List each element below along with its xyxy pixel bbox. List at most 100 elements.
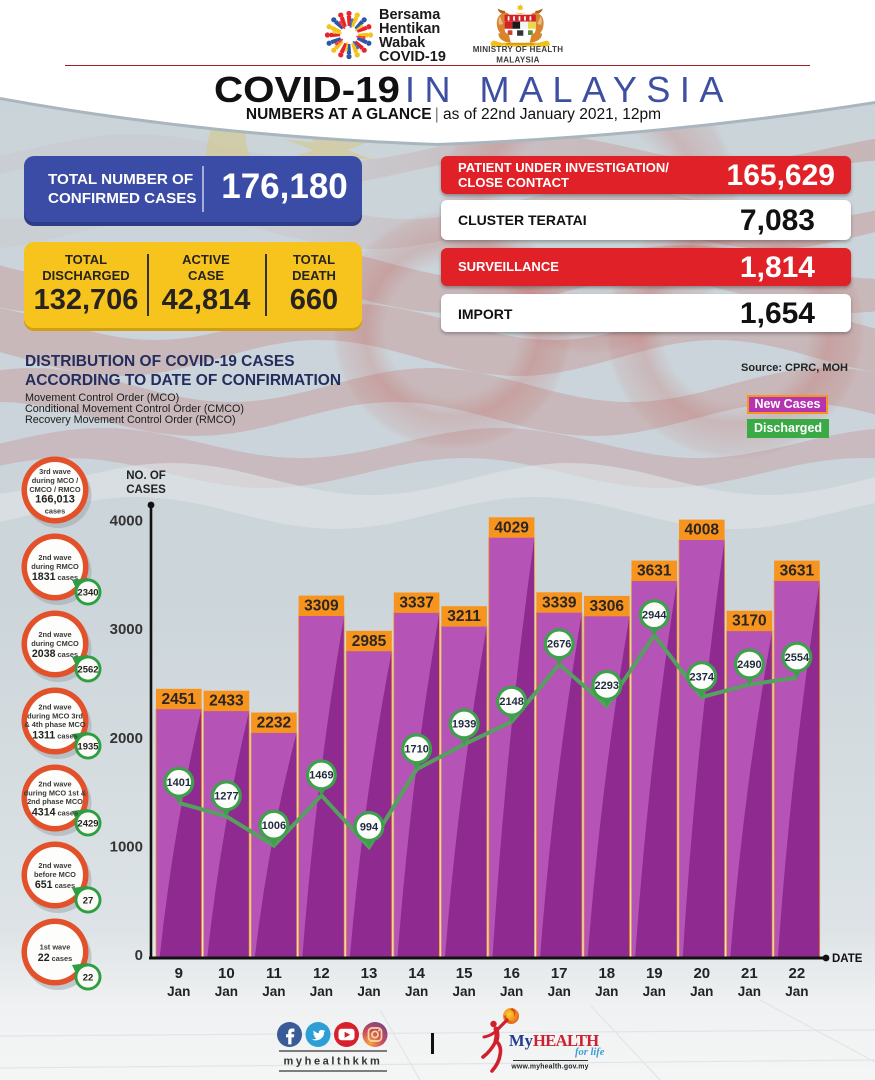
svg-text:2490: 2490	[737, 659, 761, 671]
svg-text:1006: 1006	[262, 820, 286, 832]
svg-text:for life: for life	[575, 1047, 605, 1058]
svg-text:MALAYSIA: MALAYSIA	[496, 56, 539, 65]
svg-text:Jan: Jan	[690, 984, 713, 999]
svg-text:Jan: Jan	[310, 984, 333, 999]
svg-text:2554: 2554	[785, 652, 810, 664]
svg-text:MINISTRY OF HEALTH: MINISTRY OF HEALTH	[473, 45, 564, 54]
svg-text:2nd wave: 2nd wave	[38, 861, 71, 870]
svg-text:HEALTH: HEALTH	[533, 1031, 599, 1050]
svg-text:Jan: Jan	[548, 984, 571, 999]
svg-text:2433: 2433	[209, 693, 244, 710]
svg-text:3306: 3306	[590, 598, 625, 615]
svg-text:during RMCO: during RMCO	[31, 562, 79, 571]
svg-text:1831 cases: 1831 cases	[32, 571, 78, 583]
svg-text:1277: 1277	[214, 791, 238, 803]
svg-text:22: 22	[83, 972, 94, 983]
svg-text:11: 11	[266, 965, 282, 982]
svg-text:My: My	[509, 1031, 534, 1050]
svg-text:166,013: 166,013	[35, 494, 75, 506]
svg-text:4008: 4008	[685, 522, 720, 539]
svg-text:9: 9	[175, 965, 183, 982]
svg-text:3170: 3170	[732, 613, 766, 630]
svg-text:Jan: Jan	[357, 984, 380, 999]
svg-text:2000: 2000	[110, 730, 143, 747]
svg-text:3631: 3631	[637, 563, 672, 580]
svg-text:16: 16	[503, 965, 520, 982]
svg-text:& 4th phase MCO: & 4th phase MCO	[24, 720, 85, 729]
svg-text:17: 17	[551, 965, 568, 982]
svg-text:3631: 3631	[780, 563, 815, 580]
svg-text:3339: 3339	[542, 594, 577, 611]
svg-text:4029: 4029	[494, 519, 529, 536]
svg-text:Hentikan: Hentikan	[379, 21, 440, 37]
svg-text:during CMCO: during CMCO	[31, 639, 79, 648]
svg-text:20: 20	[693, 965, 710, 982]
svg-text:22 cases: 22 cases	[38, 952, 72, 964]
svg-text:3309: 3309	[304, 598, 339, 615]
svg-text:2232: 2232	[257, 715, 291, 732]
svg-text:Jan: Jan	[167, 984, 190, 999]
svg-text:2985: 2985	[352, 633, 387, 650]
svg-text:22: 22	[789, 965, 806, 982]
svg-text:1st wave: 1st wave	[40, 943, 71, 952]
svg-text:1710: 1710	[404, 744, 428, 756]
svg-text:2676: 2676	[547, 639, 571, 651]
svg-text:2944: 2944	[642, 610, 667, 622]
svg-text:2nd wave: 2nd wave	[38, 553, 71, 562]
svg-text:during MCO 1st &: during MCO 1st &	[24, 788, 87, 797]
svg-text:2nd wave: 2nd wave	[38, 630, 71, 639]
svg-text:1000: 1000	[110, 838, 143, 855]
svg-text:21: 21	[741, 965, 758, 982]
svg-text:2nd wave: 2nd wave	[38, 780, 71, 789]
svg-text:13: 13	[361, 965, 378, 982]
svg-text:DATE: DATE	[832, 953, 863, 965]
svg-text:Bersama: Bersama	[379, 7, 441, 23]
svg-text:CMCO / RMCO: CMCO / RMCO	[29, 485, 81, 494]
svg-text:1401: 1401	[167, 777, 191, 789]
svg-text:3211: 3211	[447, 608, 481, 625]
svg-text:2451: 2451	[162, 691, 197, 708]
svg-text:Jan: Jan	[738, 984, 761, 999]
svg-text:4314 cases: 4314 cases	[32, 807, 78, 819]
svg-text:Jan: Jan	[405, 984, 428, 999]
svg-text:2293: 2293	[595, 680, 619, 692]
svg-text:www.myhealth.gov.my: www.myhealth.gov.my	[510, 1064, 588, 1071]
svg-text:14: 14	[408, 965, 425, 982]
svg-text:2nd phase MCO: 2nd phase MCO	[27, 797, 83, 806]
svg-text:cases: cases	[45, 507, 66, 516]
svg-text:12: 12	[313, 965, 330, 982]
svg-text:0: 0	[135, 947, 143, 964]
svg-text:2562: 2562	[77, 664, 98, 675]
svg-text:2429: 2429	[77, 818, 98, 829]
svg-text:Jan: Jan	[215, 984, 238, 999]
svg-text:15: 15	[456, 965, 473, 982]
svg-text:651 cases: 651 cases	[35, 879, 75, 891]
svg-text:1939: 1939	[452, 719, 476, 731]
svg-text:3000: 3000	[110, 621, 143, 638]
svg-text:994: 994	[360, 821, 379, 833]
svg-text:Jan: Jan	[500, 984, 523, 999]
svg-text:Jan: Jan	[785, 984, 808, 999]
svg-text:myhealthkkm: myhealthkkm	[284, 1056, 383, 1068]
svg-text:Jan: Jan	[452, 984, 475, 999]
svg-text:2038 cases: 2038 cases	[32, 648, 78, 660]
svg-text:2nd wave: 2nd wave	[38, 703, 71, 712]
svg-text:Wabak: Wabak	[379, 35, 426, 51]
svg-text:Jan: Jan	[595, 984, 618, 999]
svg-text:4000: 4000	[110, 513, 143, 530]
svg-text:1469: 1469	[309, 770, 333, 782]
svg-text:NO. OF: NO. OF	[126, 470, 166, 482]
svg-text:3337: 3337	[399, 595, 433, 612]
svg-text:2374: 2374	[690, 671, 715, 683]
svg-text:27: 27	[83, 895, 94, 906]
svg-text:CASES: CASES	[126, 484, 166, 496]
svg-text:during MCO /: during MCO /	[32, 476, 78, 485]
svg-text:2340: 2340	[77, 587, 98, 598]
svg-text:18: 18	[598, 965, 615, 982]
svg-text:COVID-19: COVID-19	[379, 49, 446, 65]
svg-text:1935: 1935	[77, 741, 99, 752]
svg-text:Jan: Jan	[262, 984, 285, 999]
svg-text:19: 19	[646, 965, 663, 982]
svg-text:Jan: Jan	[643, 984, 666, 999]
svg-text:2148: 2148	[499, 696, 523, 708]
